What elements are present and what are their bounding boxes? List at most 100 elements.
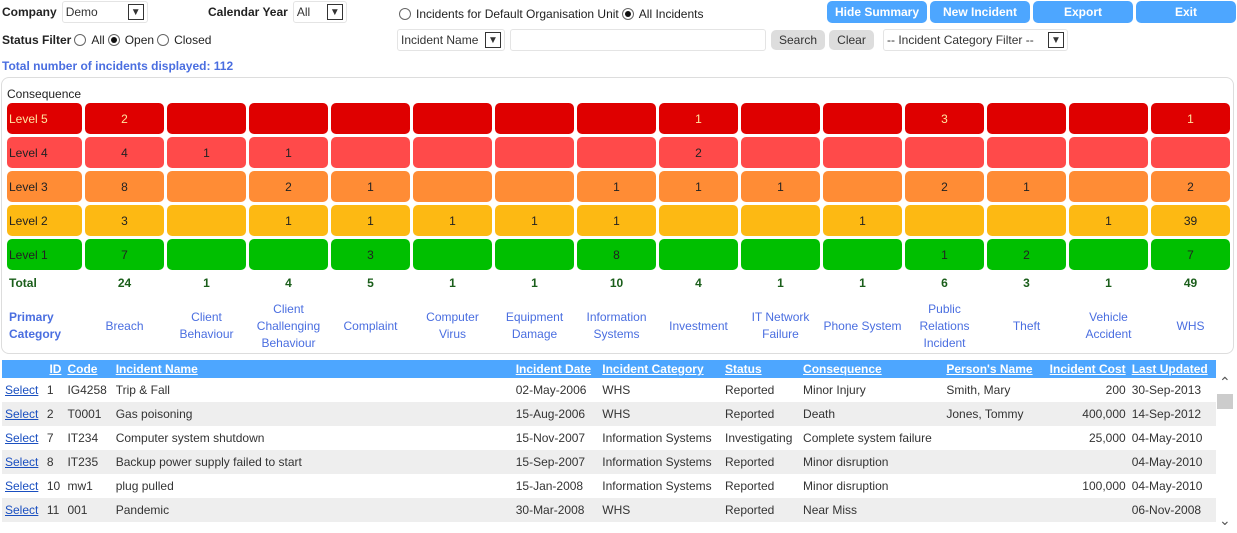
matrix-cell[interactable]: 2 [987,239,1066,270]
select-link[interactable]: Select [5,502,39,517]
matrix-cell[interactable] [741,239,820,270]
search-input[interactable] [510,29,766,51]
matrix-cell[interactable] [413,171,492,202]
matrix-cell[interactable]: 1 [741,171,820,202]
matrix-cell[interactable]: 8 [85,171,164,202]
category-link[interactable]: Public Relations Incident [919,301,970,350]
matrix-cell[interactable] [823,103,902,134]
matrix-cell[interactable] [823,239,902,270]
search-button[interactable]: Search [771,30,825,50]
matrix-cell[interactable] [987,103,1066,134]
matrix-cell[interactable] [331,137,410,168]
category-link[interactable]: WHS [1176,318,1205,333]
matrix-cell[interactable]: 1 [331,205,410,236]
matrix-cell[interactable]: 1 [659,103,738,134]
matrix-cell[interactable] [1069,137,1148,168]
matrix-cell[interactable] [987,137,1066,168]
column-header[interactable]: Person's Name [943,360,1042,378]
matrix-cell[interactable] [577,103,656,134]
matrix-cell[interactable] [577,137,656,168]
select-link[interactable]: Select [5,478,39,493]
matrix-cell[interactable] [741,137,820,168]
column-header[interactable]: Incident Name [112,360,513,378]
matrix-cell[interactable]: 1 [167,137,246,168]
matrix-cell[interactable] [495,171,574,202]
matrix-cell[interactable] [167,103,246,134]
matrix-cell[interactable]: 1 [1069,205,1148,236]
category-link[interactable]: IT Network Failure [751,310,810,341]
matrix-cell[interactable] [249,239,328,270]
category-link[interactable]: Computer Virus [426,310,479,341]
matrix-cell[interactable]: 3 [331,239,410,270]
category-link[interactable]: Vehicle Accident [1085,310,1132,341]
matrix-cell[interactable]: 1 [987,171,1066,202]
exit-button[interactable]: Exit [1136,1,1236,23]
matrix-cell[interactable] [659,239,738,270]
matrix-cell[interactable]: 1 [1151,103,1230,134]
matrix-cell[interactable] [413,137,492,168]
select-link[interactable]: Select [5,454,39,469]
column-header[interactable]: Incident Cost [1041,360,1129,378]
matrix-cell[interactable] [823,137,902,168]
matrix-cell[interactable]: 1 [577,171,656,202]
matrix-cell[interactable]: 7 [85,239,164,270]
category-link[interactable]: Phone System [823,318,902,333]
matrix-cell[interactable] [1069,171,1148,202]
matrix-cell[interactable] [167,205,246,236]
category-link[interactable]: Theft [1012,318,1041,333]
column-header[interactable]: Incident Category [599,360,722,378]
matrix-cell[interactable]: 2 [249,171,328,202]
matrix-cell[interactable]: 2 [1151,171,1230,202]
column-header[interactable]: ID [43,360,65,378]
column-header[interactable]: Status [721,360,801,378]
matrix-cell[interactable]: 1 [577,205,656,236]
matrix-cell[interactable]: 1 [249,137,328,168]
company-select[interactable]: Demo ▼ [61,1,148,23]
matrix-cell[interactable] [1069,239,1148,270]
matrix-cell[interactable]: 3 [85,205,164,236]
matrix-cell[interactable]: 39 [1151,205,1230,236]
category-filter-select[interactable]: -- Incident Category Filter -- ▼ [883,29,1068,51]
matrix-cell[interactable]: 1 [659,171,738,202]
scope-default-org-radio[interactable] [399,8,411,20]
category-link[interactable]: Information Systems [586,310,647,341]
matrix-cell[interactable]: 2 [905,171,984,202]
column-header[interactable]: Incident Date [512,360,600,378]
matrix-cell[interactable] [1069,103,1148,134]
matrix-cell[interactable]: 2 [85,103,164,134]
matrix-cell[interactable] [413,239,492,270]
category-link[interactable]: Breach [105,318,144,333]
column-header[interactable]: Consequence [800,360,944,378]
scroll-down-icon[interactable]: ⌄ [1219,512,1231,528]
matrix-cell[interactable] [495,103,574,134]
matrix-cell[interactable]: 8 [577,239,656,270]
matrix-cell[interactable] [495,239,574,270]
matrix-cell[interactable]: 7 [1151,239,1230,270]
select-link[interactable]: Select [5,406,39,421]
matrix-cell[interactable] [167,239,246,270]
category-link[interactable]: Investment [669,318,728,333]
matrix-cell[interactable] [741,205,820,236]
matrix-cell[interactable] [495,137,574,168]
matrix-cell[interactable]: 1 [413,205,492,236]
column-header[interactable]: Code [64,360,113,378]
clear-button[interactable]: Clear [829,30,874,50]
matrix-cell[interactable] [331,103,410,134]
matrix-cell[interactable]: 1 [495,205,574,236]
calendar-year-select[interactable]: All ▼ [292,1,347,23]
matrix-cell[interactable] [741,103,820,134]
matrix-cell[interactable] [1151,137,1230,168]
export-button[interactable]: Export [1033,1,1133,23]
status-open-radio[interactable] [107,34,120,46]
category-link[interactable]: Client Behaviour [179,310,234,341]
matrix-cell[interactable]: 1 [249,205,328,236]
hide-summary-button[interactable]: Hide Summary [827,1,927,23]
matrix-cell[interactable]: 3 [905,103,984,134]
matrix-cell[interactable]: 1 [823,205,902,236]
matrix-cell[interactable] [167,171,246,202]
select-link[interactable]: Select [5,430,39,445]
category-link[interactable]: Equipment Damage [505,310,564,341]
matrix-cell[interactable] [905,205,984,236]
column-header[interactable]: Last Updated [1128,360,1216,378]
matrix-cell[interactable] [659,205,738,236]
